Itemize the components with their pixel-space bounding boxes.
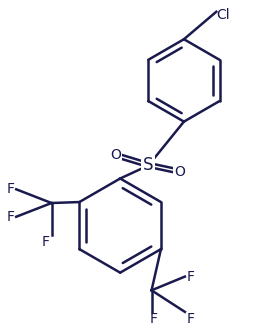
Text: S: S xyxy=(142,156,153,174)
Text: F: F xyxy=(150,312,158,326)
Text: Cl: Cl xyxy=(216,8,230,22)
Text: F: F xyxy=(42,236,50,249)
Text: O: O xyxy=(175,165,186,179)
Text: F: F xyxy=(187,270,195,284)
Text: O: O xyxy=(110,148,121,162)
Text: F: F xyxy=(6,210,14,224)
Text: F: F xyxy=(187,312,195,326)
Text: F: F xyxy=(6,182,14,196)
